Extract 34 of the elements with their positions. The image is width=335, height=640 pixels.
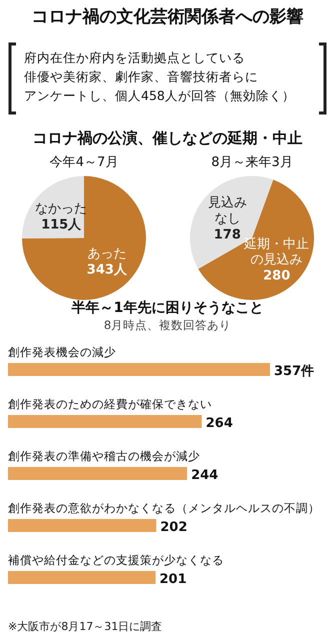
bar	[8, 519, 156, 532]
text: アンケートし、個人458人が回答（無効除く）	[24, 88, 295, 103]
pie-slice	[22, 176, 146, 300]
bar	[8, 415, 202, 428]
data-label: 201	[160, 572, 187, 587]
data-label: 244	[191, 468, 218, 483]
bar	[8, 571, 156, 584]
y-tick-label: 創作発表の準備や稽古の機会が減少	[8, 449, 200, 463]
text: 府内在住か府内を活動拠点としている	[24, 50, 245, 65]
slice-label: 見込みなし	[208, 195, 247, 226]
data-label: 264	[206, 416, 233, 431]
slice-label: あった	[87, 246, 126, 262]
bar	[8, 467, 188, 480]
chart-subtitle: 8月時点、複数回答あり	[104, 318, 232, 332]
text: コロナ禍の文化芸術関係者への影響	[32, 7, 304, 27]
bar	[8, 363, 270, 376]
chart-title: 半年～1年先に困りそうなこと	[70, 300, 264, 316]
data-label: 343人	[86, 262, 128, 278]
y-tick-label: 補償や給付金などの支援策が少なくなる	[8, 553, 224, 567]
y-tick-label: 創作発表機会の減少	[8, 345, 116, 359]
data-label: 202	[160, 520, 188, 535]
slice-label: 延期・中止の見込み	[243, 236, 310, 268]
data-label: 178	[214, 227, 241, 242]
text: コロナ禍の公演、催しなどの延期・中止	[32, 129, 302, 147]
pie-slice	[198, 180, 314, 300]
data-label: 357件	[274, 364, 314, 379]
y-tick-label: 創作発表のための経費が確保できない	[8, 397, 212, 411]
text: ※大阪市が8月17～31日に調査	[8, 620, 162, 633]
data-label: 280	[263, 268, 290, 284]
chart-title: 今年4～7月	[50, 155, 118, 170]
data-label: 115人	[41, 217, 82, 232]
y-tick-label: 創作発表の意欲がわかなくなる（メンタルヘルスの不調）	[8, 501, 320, 515]
chart-title: 8月～来年3月	[211, 155, 293, 170]
text: 俳優や美術家、劇作家、音響技術者らに	[24, 69, 258, 84]
